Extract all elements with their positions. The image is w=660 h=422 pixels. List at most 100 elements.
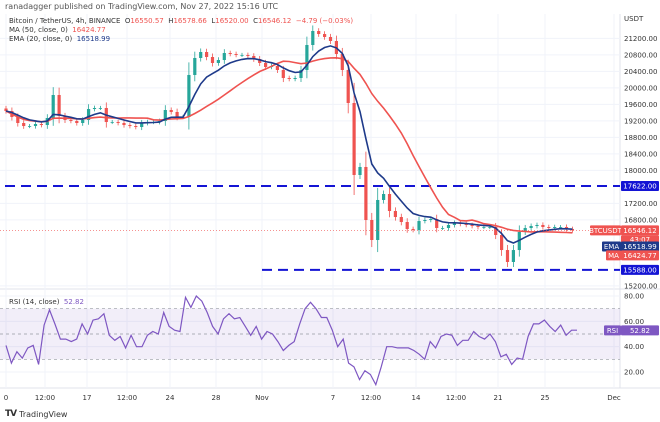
candle-body: [305, 44, 309, 70]
candle: [405, 218, 409, 233]
level-badge-low[interactable]: 15588.00: [621, 264, 659, 275]
candle-body: [317, 31, 321, 35]
price-tick-label: 20000.00: [624, 84, 657, 92]
candle: [317, 28, 321, 37]
candle-body: [476, 226, 480, 228]
candle: [293, 75, 297, 82]
candle-body: [541, 224, 545, 228]
ma-tag-badge[interactable]: MA: [606, 250, 621, 261]
candle-body: [405, 222, 409, 229]
rsi-value-badge-text: 52.82: [630, 327, 650, 335]
candle-body: [328, 36, 333, 41]
candle-body: [75, 120, 79, 124]
candle: [393, 207, 397, 221]
candle-body: [205, 52, 209, 57]
candle: [134, 123, 138, 130]
candle-body: [429, 219, 433, 220]
price-tick-label: 18000.00: [624, 167, 657, 175]
change-value: −4.79 (−0.03%): [295, 17, 354, 25]
candle: [523, 224, 527, 236]
candle: [382, 190, 386, 204]
price-tick-label: 18400.00: [624, 150, 657, 158]
candle-body: [446, 224, 451, 228]
time-tick-label: 28: [212, 394, 221, 402]
candle-body: [92, 107, 97, 110]
last-price-badge-bg: [621, 225, 659, 236]
candle-body: [252, 56, 256, 60]
rsi-tick-label: 40.00: [624, 343, 644, 351]
candle-body: [511, 250, 515, 262]
close-value: 16546.12: [257, 17, 292, 25]
candle-body: [87, 109, 91, 120]
candle-body: [470, 224, 474, 227]
ema-value-badge[interactable]: 16518.99: [621, 241, 659, 252]
candle-body: [352, 102, 356, 175]
candle-body: [376, 199, 380, 241]
ma-value: 16424.77: [72, 26, 106, 34]
candle-body: [116, 122, 120, 124]
candle: [228, 50, 232, 57]
candle-body: [529, 226, 533, 228]
candle: [505, 244, 510, 268]
price-axis-unit: USDT: [624, 15, 644, 23]
rsi-value: 52.82: [63, 298, 84, 306]
candle-body: [33, 123, 38, 127]
price-tick-label: 15200.00: [624, 282, 657, 290]
candle: [169, 107, 173, 115]
ema-20-line: [5, 45, 573, 244]
candle: [51, 87, 55, 126]
ma-label: MA (50, close, 0): [9, 26, 68, 34]
tradingview-logo[interactable]: TV TradingView: [5, 409, 67, 419]
rsi-tag-badge[interactable]: RSI: [604, 325, 621, 336]
time-tick-label: 7: [331, 394, 335, 402]
candle: [222, 49, 226, 64]
low-label: L: [211, 17, 216, 25]
symbol-badge[interactable]: BTCUSDT: [589, 225, 623, 236]
price-tick-label: 21200.00: [624, 35, 657, 43]
ma-tag-badge-text: MA: [608, 252, 619, 260]
candle-body: [51, 94, 55, 119]
candle-body: [370, 219, 374, 241]
candle: [370, 212, 374, 248]
time-tick-label: 0: [4, 394, 8, 402]
rsi-tick-label: 60.00: [624, 318, 644, 326]
symbol-badge-bg: [590, 225, 621, 236]
candle-body: [287, 77, 291, 79]
level-badge-low-text: 15588.00: [623, 266, 656, 274]
level-badge-high-text: 17622.00: [623, 183, 656, 191]
candle: [311, 25, 315, 51]
countdown-badge-text: 43:07: [630, 236, 650, 244]
candle: [376, 187, 380, 253]
ema-tag-badge[interactable]: EMA: [602, 241, 621, 252]
candle-body: [281, 69, 285, 78]
candle: [216, 57, 220, 66]
ma-tag-badge-bg: [606, 250, 621, 261]
candle: [299, 65, 303, 83]
candle: [570, 226, 574, 233]
ma-value-badge[interactable]: 16424.77: [621, 250, 659, 261]
time-tick-label: 12:00: [361, 394, 381, 402]
candle: [323, 31, 327, 40]
rsi-value-badge[interactable]: 52.82: [621, 325, 659, 336]
candle-body: [323, 34, 327, 37]
level-badge-high[interactable]: 17622.00: [621, 181, 659, 191]
candle-body: [505, 250, 510, 262]
rsi-value-badge-bg: [621, 325, 659, 336]
time-tick-label: 21: [494, 394, 503, 402]
ma-legend[interactable]: MA (50, close, 0) 16424.77: [9, 26, 106, 34]
candle-body: [4, 108, 8, 111]
candle: [511, 244, 515, 268]
price-tick-label: 18800.00: [624, 134, 657, 142]
last-price-badge[interactable]: 16546.12: [621, 225, 659, 236]
candle-body: [163, 110, 167, 121]
time-tick-label: 12:00: [117, 394, 137, 402]
rsi-legend[interactable]: RSI (14, close) 52.82: [9, 298, 84, 306]
open-value: 16550.57: [130, 17, 164, 25]
ema-legend[interactable]: EMA (20, close, 0) 16518.99: [9, 35, 110, 43]
candle: [364, 151, 368, 236]
candle-body: [346, 69, 350, 103]
ema-value: 16518.99: [76, 35, 111, 43]
candle-body: [98, 107, 102, 109]
ema-label: EMA (20, close, 0): [9, 35, 73, 43]
